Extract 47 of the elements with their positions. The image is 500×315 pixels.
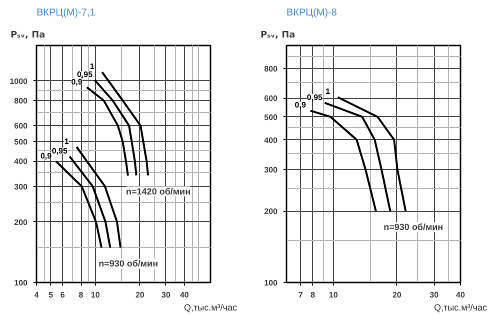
y-tick-label: 200: [14, 218, 28, 227]
y-tick-label: 600: [264, 94, 278, 104]
y-tick-label: 400: [14, 157, 28, 166]
x-axis-title: Q,тыс.м³/час: [434, 302, 488, 312]
series-label: 1: [90, 62, 95, 72]
y-tick-label: 800: [264, 64, 278, 74]
annotation: n=930 об/мин: [384, 222, 444, 232]
x-tick-label: 30: [430, 290, 440, 300]
series-label: 0,9: [40, 151, 52, 160]
series-label: 0,9: [71, 77, 83, 86]
x-tick-label: 4: [34, 290, 40, 300]
x-tick-label: 20: [392, 290, 402, 300]
y-tick-label: 500: [264, 112, 278, 122]
x-tick-label: 40: [180, 290, 190, 300]
x-tick-label: 30: [162, 290, 171, 300]
y-tick-label: 300: [14, 182, 28, 192]
y-axis-title: Pₛᵥ, Па: [10, 30, 46, 40]
x-tick-label: 8: [310, 290, 316, 300]
chart-title: ВКРЦ(М)-7,1: [36, 8, 96, 18]
y-tick-label: 800: [14, 96, 28, 106]
x-tick-label: 10: [328, 290, 338, 300]
y-axis-title: Pₛᵥ, Па: [260, 30, 296, 40]
y-tick-label: 400: [264, 136, 278, 145]
y-tick-label: 500: [14, 138, 28, 147]
x-tick-label: 10: [90, 290, 100, 300]
y-tick-label: 300: [264, 165, 278, 174]
chart-title: ВКРЦ(М)-8: [286, 8, 338, 18]
x-axis-title: Q,тыс.м³/час: [184, 302, 238, 312]
y-tick-label: 1000: [10, 76, 28, 86]
y-tick-label: 100: [14, 278, 28, 288]
series-label: 0,95: [52, 146, 68, 156]
y-tick-label: 600: [14, 122, 28, 131]
series-label: 1: [64, 136, 70, 146]
x-tick-label: 6: [60, 290, 66, 300]
y-tick-label: 200: [264, 207, 278, 216]
series-label: 1: [326, 87, 331, 96]
x-tick-label: 7: [298, 290, 304, 300]
series-label: 0,95: [76, 70, 94, 80]
x-tick-label: 5: [48, 290, 54, 300]
x-tick-label: 8: [78, 290, 84, 300]
series-label: 0,95: [306, 92, 324, 102]
y-tick-label: 100: [264, 278, 278, 288]
annotation: n=1420 об/мин: [126, 186, 191, 196]
x-tick-label: 40: [456, 290, 466, 300]
annotation: n=930 об/мин: [98, 258, 158, 269]
series-label: 0,9: [294, 100, 306, 110]
x-tick-label: 20: [135, 290, 145, 300]
